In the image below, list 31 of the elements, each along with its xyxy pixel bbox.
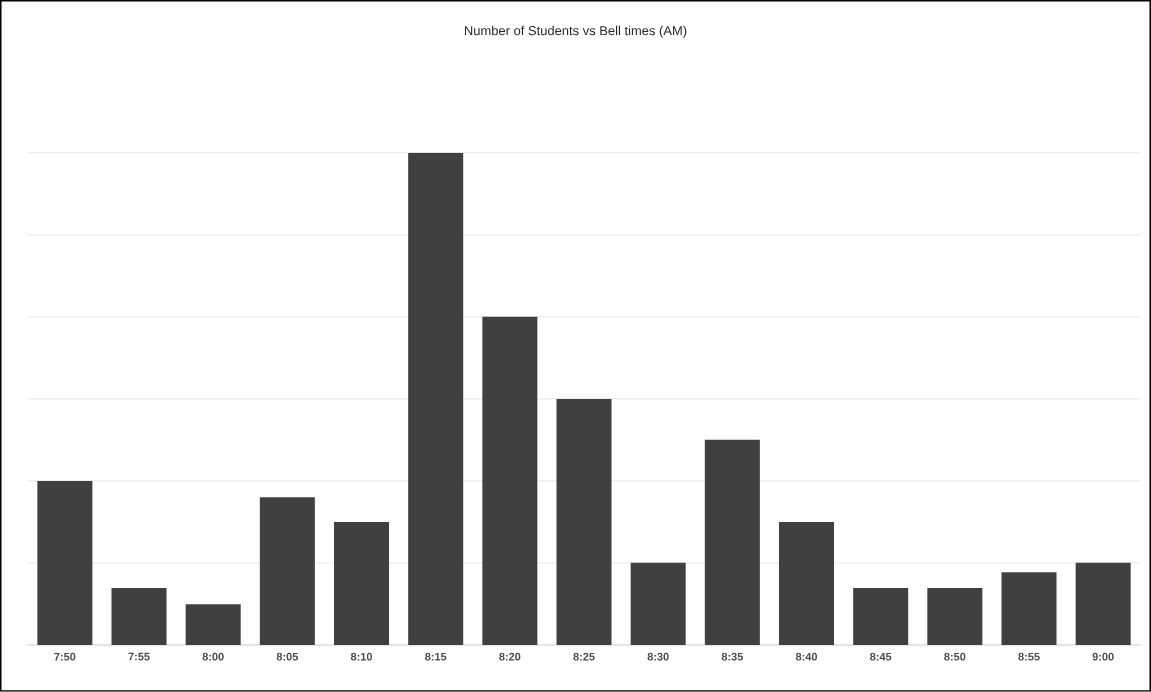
bar [111,588,167,646]
chart-title: Number of Students vs Bell times (AM) [464,25,687,38]
x-tick-label: 8:05 [276,652,299,661]
x-tick-label: 8:25 [573,652,595,661]
x-tick-label: 8:00 [202,652,224,661]
bar [704,439,760,646]
bar [927,588,983,646]
x-tick-label: 8:20 [499,652,521,661]
x-tick-label: 7:55 [128,652,150,661]
bar [334,522,390,646]
bar [482,316,538,646]
bar [853,588,909,646]
x-tick-label: 8:30 [647,652,669,661]
x-tick-label: 8:40 [795,652,818,661]
x-tick-label: 8:15 [425,652,447,661]
bar [408,152,464,646]
x-tick-label: 8:50 [944,652,966,661]
bar [556,399,612,646]
bar [185,604,241,646]
x-tick-label: 8:55 [1018,652,1040,661]
x-tick-label: 9:00 [1092,652,1114,661]
bar [37,481,93,646]
x-tick-label: 8:35 [721,652,743,661]
bar [630,562,686,646]
bar [779,522,835,646]
x-tick-label: 8:10 [350,652,373,661]
bar [1075,562,1131,646]
x-tick-label: 7:50 [54,652,76,661]
bar [1001,572,1057,646]
bar [259,497,315,646]
x-tick-label: 8:45 [870,652,892,661]
